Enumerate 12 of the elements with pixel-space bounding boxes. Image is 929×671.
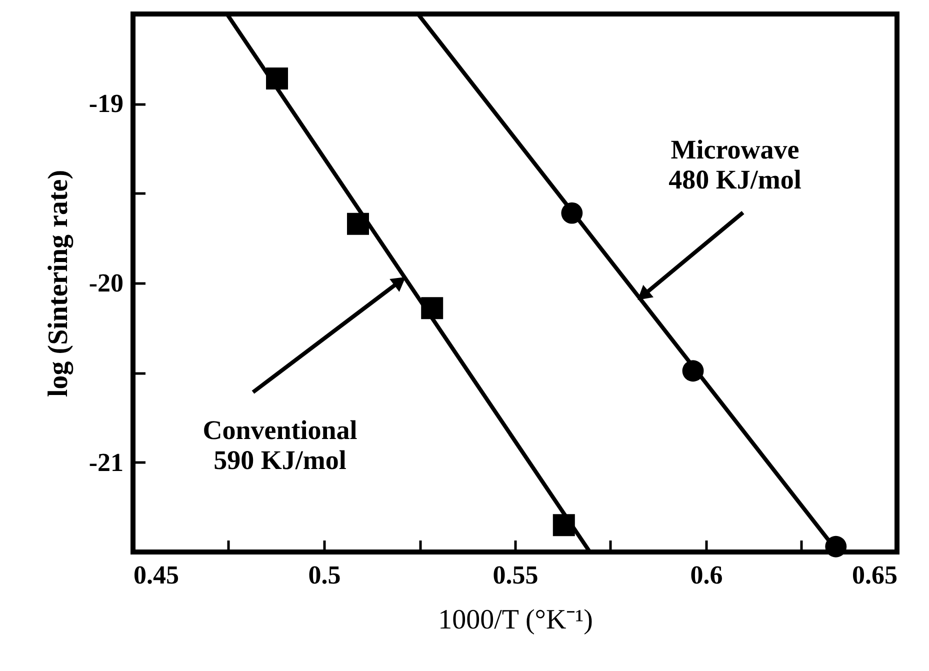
y-tick-label: -21 <box>88 448 124 477</box>
x-axis-title: 1000/T (°K⁻¹) <box>438 604 593 636</box>
x-tick-label: 0.6 <box>690 560 723 590</box>
x-tick-label: 0.55 <box>492 560 538 590</box>
y-tick-label: -20 <box>88 268 124 298</box>
annotation: Microwave 480 KJ/mol <box>668 134 802 195</box>
x-tick-label: 0.45 <box>134 560 179 590</box>
y-axis-title: log (Sintering rate) <box>42 170 74 398</box>
y-tick-label: -19 <box>88 89 124 118</box>
x-tick-label: 0.5 <box>308 560 341 590</box>
annotation: Conventional 590 KJ/mol <box>202 415 358 476</box>
x-tick-label: 0.65 <box>852 560 898 590</box>
